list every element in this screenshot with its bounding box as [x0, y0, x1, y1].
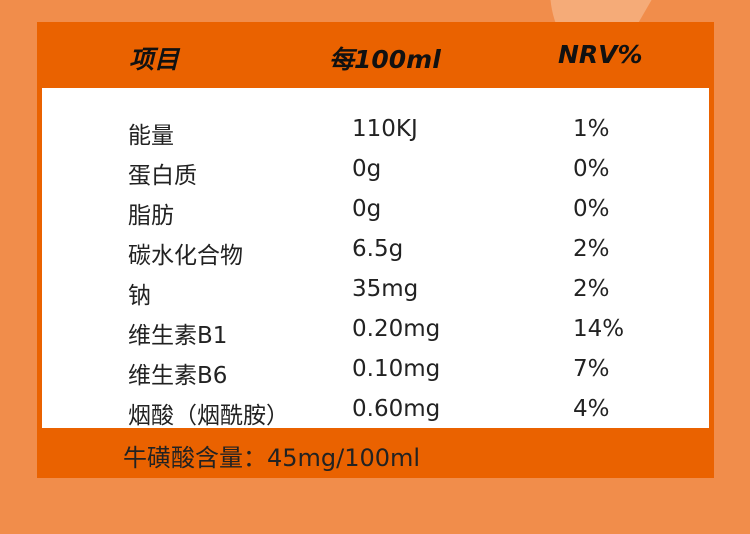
nutrient-value: 110KJ	[352, 116, 418, 142]
nutrient-name: 蛋白质	[128, 163, 197, 189]
table-body: 能量 110KJ 1% 蛋白质 0g 0% 脂肪 0g 0% 碳水化合物 6.5g 2% 钠 35mg 2%…	[42, 88, 709, 430]
table-row: 维生素B1 0.20mg 14%	[42, 310, 709, 350]
nutrient-name: 钠	[128, 283, 151, 309]
header-item: 项目	[129, 45, 180, 74]
nutrient-name: 维生素B1	[128, 323, 228, 349]
nutrient-nrv: 0%	[573, 156, 610, 182]
nutrient-name: 维生素B6	[128, 363, 228, 389]
nutrient-name: 能量	[128, 123, 174, 149]
nutrient-nrv: 1%	[573, 116, 610, 142]
header-nrv: NRV%	[558, 40, 643, 69]
taurine-footer: 牛磺酸含量：45mg/100ml	[123, 444, 421, 472]
nutrient-nrv: 4%	[573, 396, 610, 422]
table-row: 烟酸（烟酰胺） 0.60mg 4%	[42, 390, 709, 430]
nutrient-value: 0.60mg	[352, 396, 441, 422]
nutrient-nrv: 0%	[573, 196, 610, 222]
nutrient-value: 0g	[352, 156, 382, 182]
table-row: 能量 110KJ 1%	[42, 110, 709, 150]
table-row: 维生素B6 0.10mg 7%	[42, 350, 709, 390]
nutrient-value: 6.5g	[352, 236, 404, 262]
nutrition-table: 项目 每100ml NRV% 能量 110KJ 1% 蛋白质 0g 0% 脂肪 0g 0% 碳水化…	[37, 22, 714, 478]
table-header: 项目 每100ml NRV%	[37, 22, 714, 88]
table-row: 钠 35mg 2%	[42, 270, 709, 310]
nutrient-nrv: 2%	[573, 276, 610, 302]
nutrient-nrv: 2%	[573, 236, 610, 262]
nutrient-value: 0.10mg	[352, 356, 441, 382]
nutrient-nrv: 7%	[573, 356, 610, 382]
nutrient-name: 脂肪	[128, 203, 174, 229]
table-row: 脂肪 0g 0%	[42, 190, 709, 230]
table-row: 碳水化合物 6.5g 2%	[42, 230, 709, 270]
table-row: 蛋白质 0g 0%	[42, 150, 709, 190]
nutrient-value: 0g	[352, 196, 382, 222]
nutrient-name: 碳水化合物	[128, 243, 243, 269]
header-per100ml: 每100ml	[329, 45, 441, 74]
nutrient-value: 35mg	[352, 276, 419, 302]
nutrient-nrv: 14%	[573, 316, 625, 342]
nutrient-value: 0.20mg	[352, 316, 441, 342]
nutrient-name: 烟酸（烟酰胺）	[128, 403, 289, 429]
